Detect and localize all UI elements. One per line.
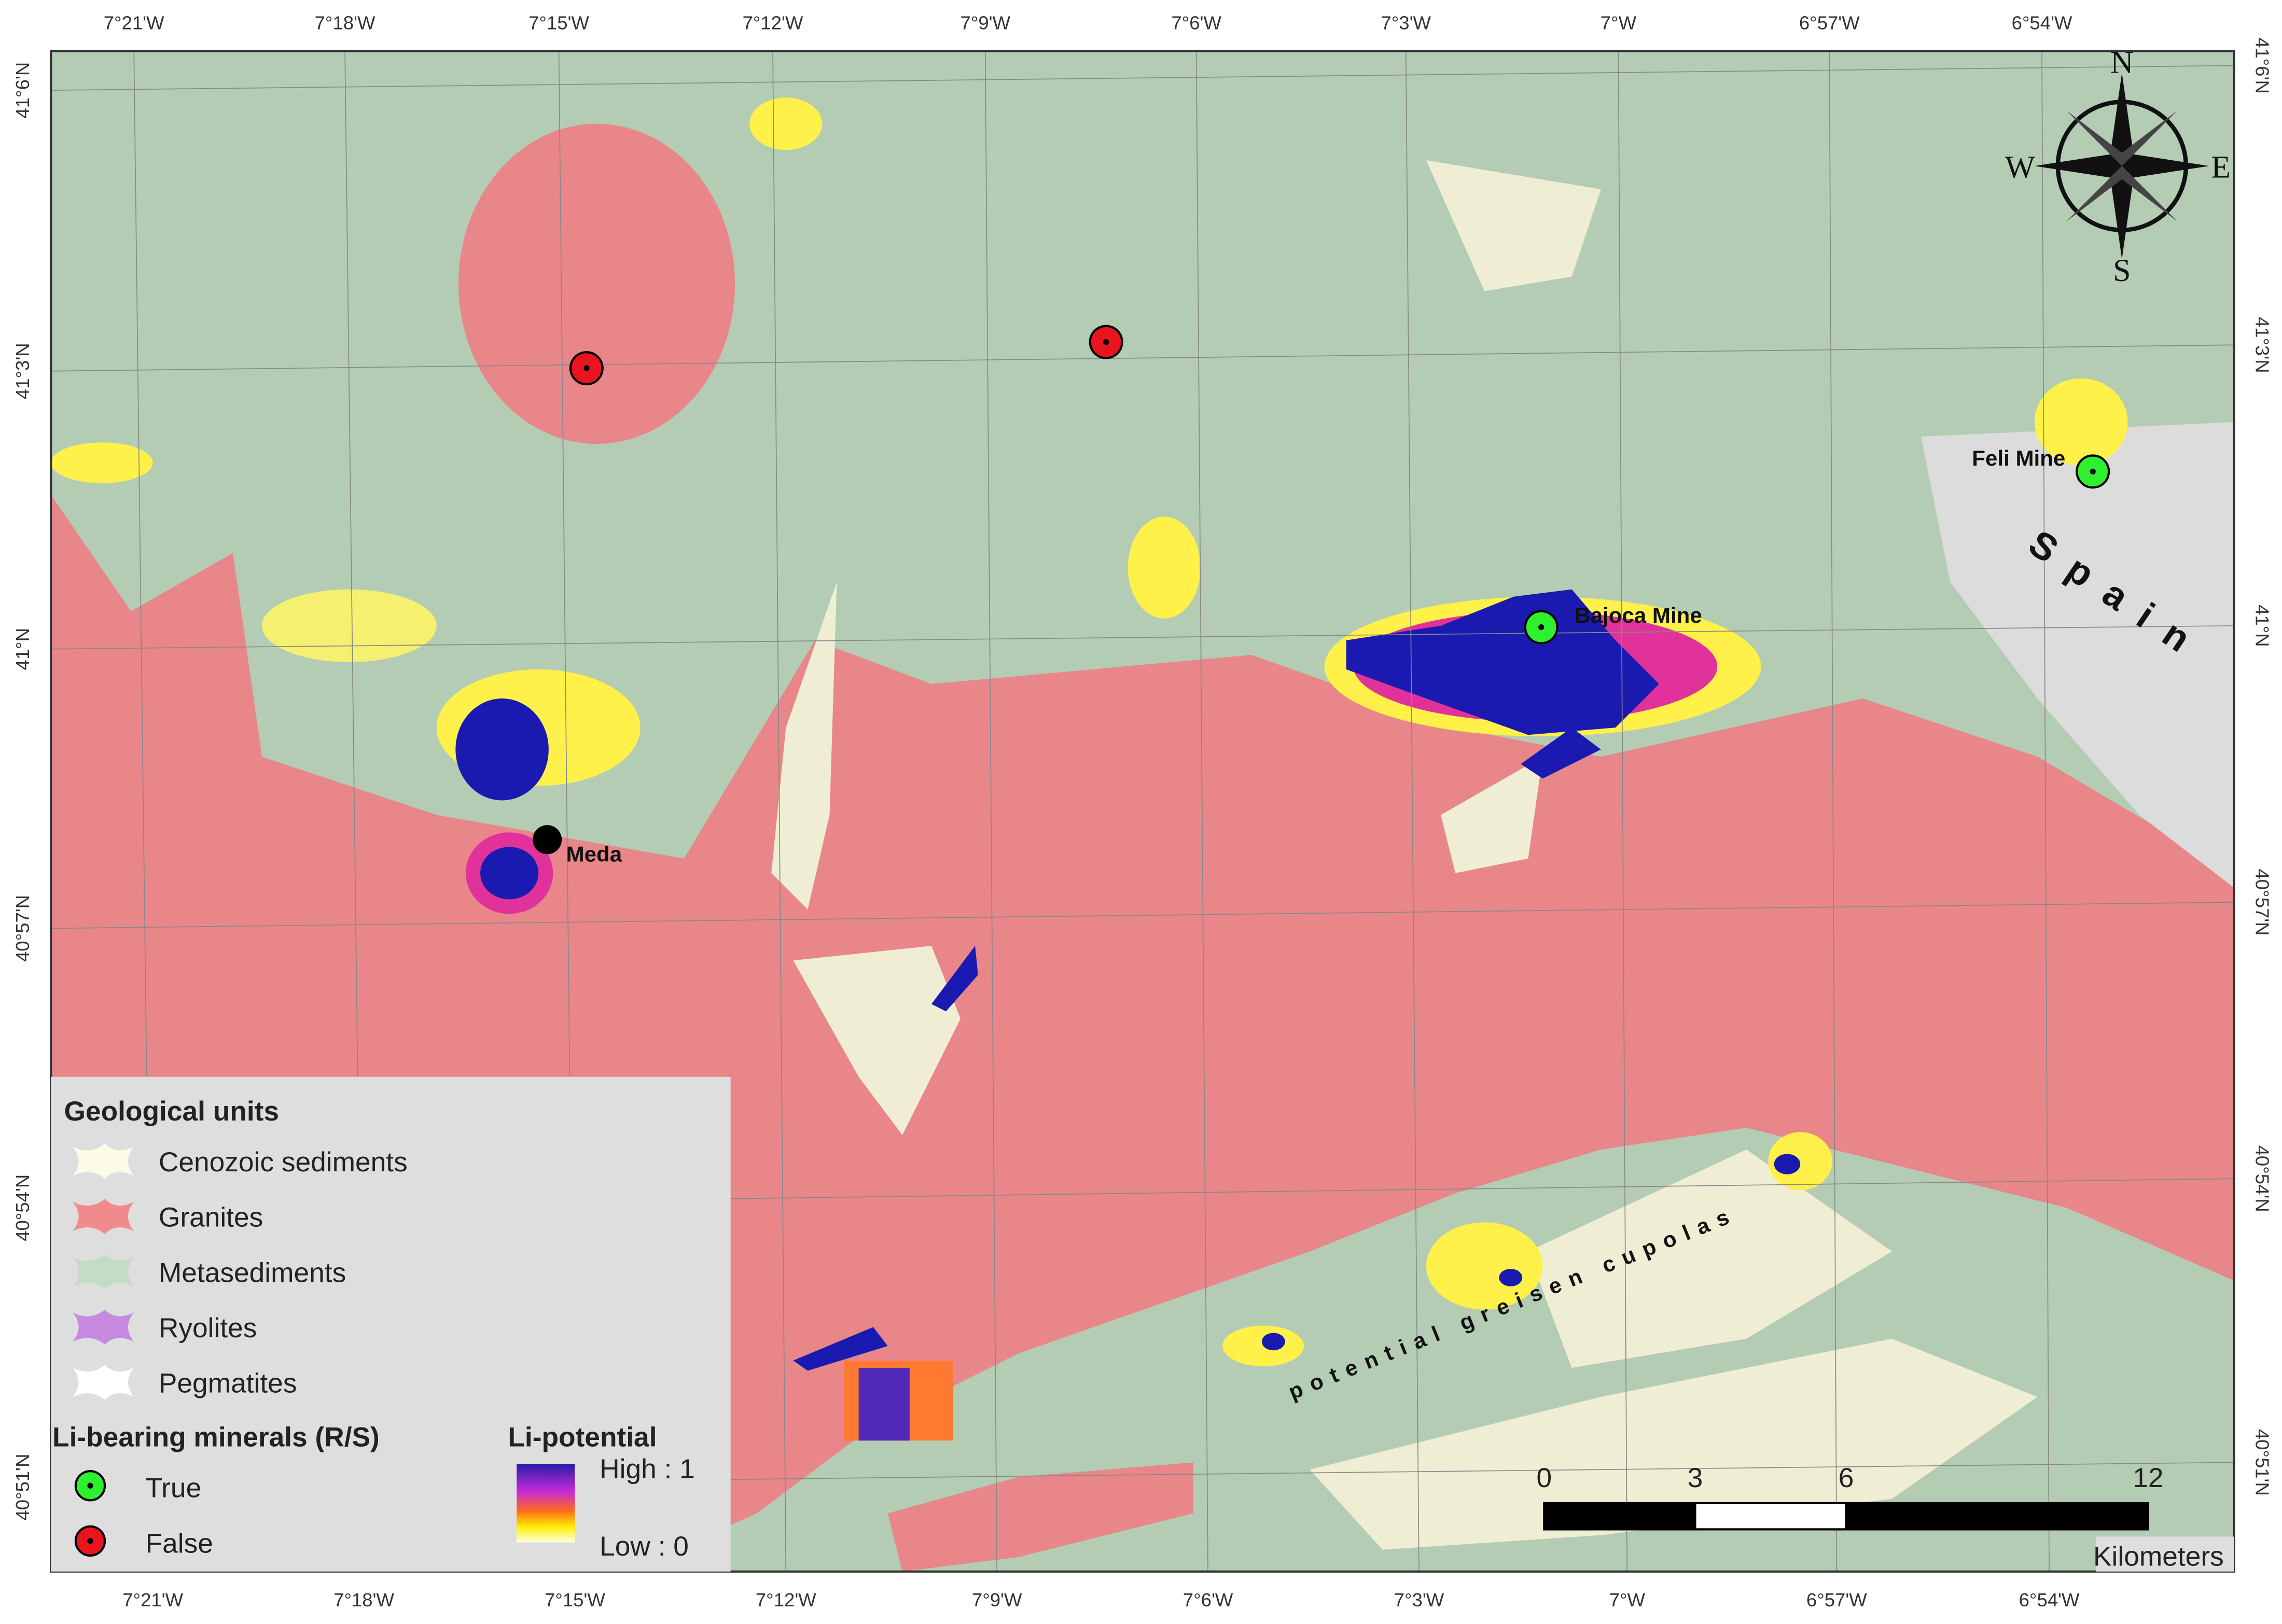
legend: Geological units Cenozoic sediments Grani… [51, 1076, 731, 1572]
left-label: 40°57'N [12, 895, 33, 962]
top-label: 7°12'W [743, 12, 803, 33]
bottom-label: 7°W [1609, 1589, 1646, 1611]
bottom-label: 7°18'W [333, 1589, 394, 1611]
spain [1921, 422, 2234, 888]
legend-title: Geological units [64, 1096, 279, 1127]
grid-line [1195, 51, 1208, 1572]
right-label: 40°57'N [2251, 869, 2273, 935]
scale-tick-label: 6 [1839, 1463, 1854, 1493]
legend-box [51, 1076, 731, 1572]
top-label: 6°57'W [1799, 12, 1860, 33]
scale-bar: Kilometers 0 3 6 12 [1536, 1463, 2234, 1572]
compass: N E S W [2005, 45, 2231, 288]
scale-segment [1845, 1502, 2149, 1531]
grid-line [1405, 51, 1420, 1572]
top-label: 7°W [1601, 12, 1637, 33]
place-label: Bajoca Mine [1575, 603, 1702, 627]
legend-swatch [73, 1309, 134, 1345]
grid-line [51, 902, 2234, 929]
compass-label: E [2211, 150, 2231, 185]
top-label: 7°21'W [104, 12, 164, 33]
legend-item: Ryolites [159, 1313, 257, 1343]
right-label: 41°6'N [2251, 37, 2273, 94]
bottom-label: 7°3'W [1394, 1589, 1444, 1611]
legend-swatch [73, 1365, 134, 1400]
bottom-label: 7°6'W [1183, 1589, 1233, 1611]
compass-label: S [2113, 253, 2131, 288]
right-label: 40°51'N [2251, 1429, 2273, 1496]
right-label: 41°3'N [2251, 317, 2273, 373]
scale-tick-label: 0 [1536, 1463, 1552, 1493]
grid-line [1618, 51, 1628, 1572]
legend-gradient [517, 1464, 575, 1543]
left-label: 40°51'N [12, 1454, 33, 1521]
left-label: 40°54'N [12, 1174, 33, 1241]
legend-swatch [73, 1254, 134, 1290]
left-label: 41°N [12, 628, 33, 670]
bottom-label: 7°21'W [122, 1589, 183, 1611]
cenozoic [1528, 1150, 1892, 1368]
place-label: Feli Mine [1972, 446, 2065, 470]
bottom-label: 7°15'W [545, 1589, 605, 1611]
legend-item: False [146, 1528, 213, 1559]
top-label: 7°18'W [315, 12, 375, 33]
top-label: 7°3'W [1381, 12, 1431, 33]
top-label: 7°15'W [528, 12, 589, 33]
compass-label: W [2005, 150, 2036, 185]
scale-unit: Kilometers [2093, 1542, 2224, 1572]
right-label: 40°54'N [2251, 1145, 2273, 1212]
bottom-label: 6°57'W [1806, 1589, 1867, 1611]
left-label: 41°3'N [12, 343, 33, 399]
legend-title: Li-bearing minerals (R/S) [52, 1422, 380, 1452]
legend-swatch [73, 1143, 134, 1179]
legend-item: Granites [159, 1202, 263, 1233]
grid-line [51, 344, 2234, 372]
graticule: 7°21'W 7°21'W 7°18'W 7°18'W 7°15'W 7°15'W 7°12… [12, 12, 2273, 1611]
scale-tick-label: 3 [1688, 1463, 1703, 1493]
place-label: Meda [566, 842, 622, 866]
bottom-label: 7°12'W [756, 1589, 816, 1611]
grid-line [772, 51, 787, 1572]
legend-item: High : 1 [600, 1454, 695, 1485]
compass-label: N [2110, 45, 2134, 80]
legend-item: Low : 0 [600, 1531, 689, 1562]
granite [887, 1462, 1194, 1572]
map-frame [50, 50, 2235, 1573]
bottom-label: 6°54'W [2019, 1589, 2080, 1611]
granite [458, 123, 735, 444]
left-label: 41°6'N [12, 62, 33, 119]
points [533, 325, 2110, 855]
cenozoic [1310, 1338, 2038, 1550]
legend-item: Cenozoic sediments [159, 1147, 408, 1178]
legend-swatch [73, 1199, 134, 1234]
top-label: 7°9'W [960, 12, 1010, 33]
top-label: 6°54'W [2012, 12, 2072, 33]
scale-tick-label: 12 [2133, 1463, 2163, 1493]
legend-item: Metasediments [159, 1257, 346, 1288]
scale-segment [1694, 1502, 1847, 1531]
grid-line [1829, 51, 1838, 1572]
grid-line [51, 625, 2234, 650]
right-label: 41°N [2251, 605, 2273, 647]
legend-item: Pegmatites [159, 1368, 297, 1399]
scale-segment [1543, 1502, 1696, 1531]
grid-line [51, 65, 2234, 91]
grid-line [2041, 51, 2050, 1572]
grid-line [984, 51, 998, 1572]
town-point [533, 825, 562, 855]
bottom-label: 7°9'W [972, 1589, 1022, 1611]
legend-title: Li-potential [508, 1422, 657, 1452]
top-label: 7°6'W [1171, 12, 1221, 33]
legend-item: True [146, 1473, 202, 1504]
cenozoic [771, 582, 837, 910]
